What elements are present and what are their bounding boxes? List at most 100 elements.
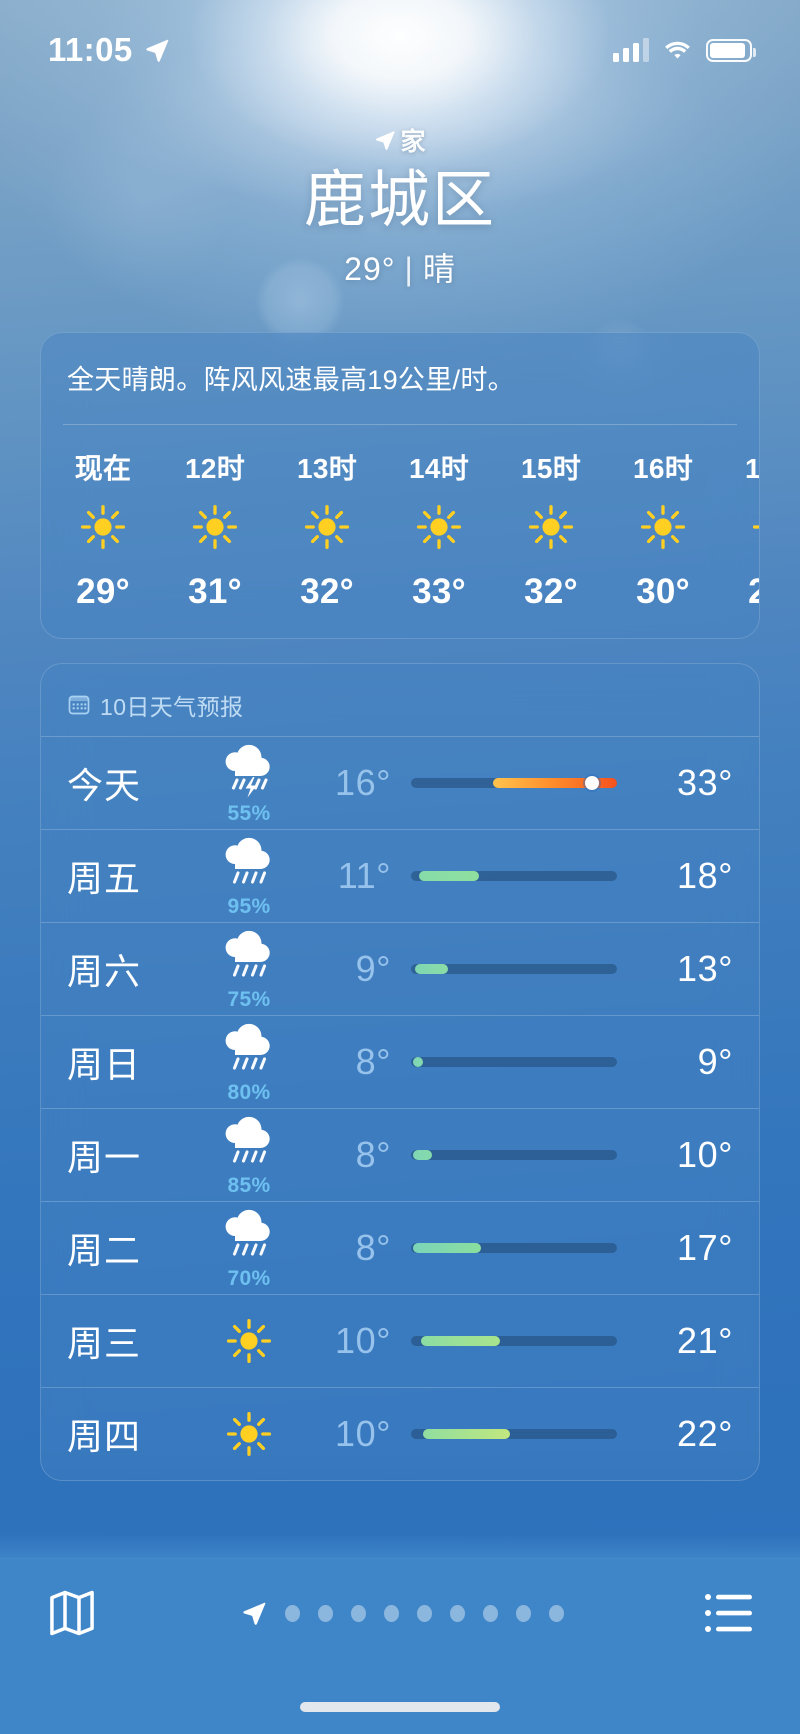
home-indicator[interactable] bbox=[300, 1702, 500, 1712]
hourly-item[interactable]: 16时 30° bbox=[607, 447, 719, 612]
temperature-range-bar bbox=[411, 1243, 617, 1254]
hourly-item[interactable]: 15时 32° bbox=[495, 447, 607, 612]
temperature-range-bar bbox=[411, 1429, 617, 1440]
temperature-range-bar bbox=[411, 871, 617, 882]
temperature-bar-track bbox=[411, 871, 617, 882]
sun-icon bbox=[192, 505, 238, 550]
daily-forecast-row[interactable]: 周二 70% 8° 17° bbox=[41, 1201, 759, 1294]
temperature-bar-track bbox=[411, 1429, 617, 1440]
map-icon[interactable] bbox=[44, 1585, 100, 1641]
rain-icon bbox=[225, 1210, 270, 1256]
bottom-tab-bar[interactable] bbox=[0, 1533, 800, 1734]
daily-condition-icon bbox=[193, 1318, 305, 1364]
temperature-range-bar bbox=[411, 776, 617, 791]
daily-forecast-title: 10日天气预报 bbox=[100, 694, 244, 721]
daily-forecast-row[interactable]: 周五 95% 11° 18° bbox=[41, 829, 759, 922]
hourly-item[interactable]: 12时 31° bbox=[159, 447, 271, 612]
wifi-icon bbox=[665, 41, 690, 59]
temperature-bar-fill bbox=[413, 1150, 432, 1161]
temperature-range-bar bbox=[411, 964, 617, 975]
list-icon[interactable] bbox=[704, 1591, 756, 1635]
daily-low-temp: 10° bbox=[335, 1320, 391, 1362]
location-arrow-icon[interactable] bbox=[241, 1600, 267, 1626]
hourly-icon bbox=[192, 504, 238, 555]
page-indicator[interactable] bbox=[241, 1600, 564, 1626]
location-arrow-icon bbox=[145, 39, 168, 62]
rain-icon bbox=[225, 1024, 270, 1070]
temperature-bar-fill bbox=[423, 1429, 510, 1440]
day-label: 周一 bbox=[67, 1137, 142, 1179]
daily-condition-icon: 95% bbox=[193, 835, 305, 917]
daily-low-temp: 8° bbox=[355, 1227, 391, 1269]
daily-low-temp: 8° bbox=[355, 1041, 391, 1083]
home-label: 家 bbox=[400, 128, 426, 156]
daily-condition-icon: 75% bbox=[193, 928, 305, 1010]
current-temperature: 29° bbox=[344, 251, 396, 288]
daily-high-temp: 13° bbox=[677, 948, 733, 990]
hourly-temp: 33° bbox=[412, 572, 466, 612]
daily-forecast-card[interactable]: 10日天气预报 今天 55% 16° 33° 周五 95% 11° 18° 周六 75% 9°… bbox=[40, 663, 760, 1482]
daily-high-temp: 9° bbox=[697, 1041, 733, 1083]
daily-high-temp: 18° bbox=[677, 855, 733, 897]
hourly-temp: 28° bbox=[748, 572, 759, 612]
sun-icon bbox=[752, 512, 759, 543]
temperature-range-bar bbox=[411, 1336, 617, 1347]
hourly-forecast-card[interactable]: 全天晴朗。阵风风速最高19公里/时。 现在 29° 12时 31° 13时 bbox=[40, 332, 760, 640]
daily-condition-icon: 85% bbox=[193, 1114, 305, 1196]
sun-icon bbox=[528, 505, 574, 550]
daily-forecast-row[interactable]: 周三 10° 21° bbox=[41, 1294, 759, 1387]
hourly-item[interactable]: 13时 32° bbox=[271, 447, 383, 612]
page-title: 鹿城区 bbox=[303, 166, 496, 235]
precipitation-probability: 70% bbox=[227, 1267, 271, 1291]
page-dot[interactable] bbox=[482, 1604, 498, 1622]
rain-icon bbox=[225, 1117, 270, 1163]
hourly-temp: 31° bbox=[188, 572, 242, 612]
page-dot[interactable] bbox=[515, 1604, 531, 1622]
hourly-item[interactable]: 17时 28° bbox=[719, 447, 759, 612]
hourly-temp: 32° bbox=[300, 572, 354, 612]
status-bar: 11:05 bbox=[0, 0, 800, 100]
page-dot[interactable] bbox=[548, 1604, 564, 1622]
hourly-forecast-list[interactable]: 现在 29° 12时 31° 13时 bbox=[41, 425, 759, 638]
tab-bar-inner bbox=[0, 1559, 800, 1641]
daily-condition-icon: 80% bbox=[193, 1021, 305, 1103]
page-dot[interactable] bbox=[449, 1604, 465, 1622]
hourly-item[interactable]: 现在 29° bbox=[47, 447, 159, 612]
page-dot[interactable] bbox=[383, 1604, 399, 1622]
daily-forecast-row[interactable]: 周一 85% 8° 10° bbox=[41, 1108, 759, 1201]
daily-forecast-row[interactable]: 周四 10° 22° bbox=[41, 1387, 759, 1480]
page-dot[interactable] bbox=[350, 1604, 366, 1622]
temperature-bar-track bbox=[411, 1057, 617, 1068]
daily-high-temp: 17° bbox=[677, 1227, 733, 1269]
daily-condition-icon: 70% bbox=[193, 1207, 305, 1289]
cellular-signal-icon bbox=[613, 38, 649, 62]
daily-forecast-row[interactable]: 周六 75% 9° 13° bbox=[41, 922, 759, 1015]
daily-high-temp: 21° bbox=[677, 1320, 733, 1362]
hourly-time: 13时 bbox=[296, 453, 358, 485]
daily-low-temp: 11° bbox=[337, 855, 391, 897]
page-dot[interactable] bbox=[416, 1604, 432, 1622]
hourly-time: 12时 bbox=[184, 453, 246, 485]
day-label: 周五 bbox=[67, 858, 142, 900]
daily-forecast-row[interactable]: 今天 55% 16° 33° bbox=[41, 736, 759, 829]
precipitation-probability: 75% bbox=[227, 988, 271, 1012]
temperature-bar-fill bbox=[419, 871, 479, 882]
hourly-icon bbox=[80, 504, 126, 555]
daily-high-temp: 10° bbox=[677, 1134, 733, 1176]
daily-low-temp: 10° bbox=[335, 1413, 391, 1455]
daily-high-temp: 22° bbox=[677, 1413, 733, 1455]
page-dot[interactable] bbox=[284, 1604, 300, 1622]
hourly-icon bbox=[752, 504, 759, 555]
hourly-icon bbox=[528, 504, 574, 555]
temperature-bar-track bbox=[411, 1336, 617, 1347]
status-bar-left: 11:05 bbox=[48, 31, 170, 69]
conditions-separator: | bbox=[404, 251, 414, 288]
daily-forecast-row[interactable]: 周日 80% 8° 9° bbox=[41, 1015, 759, 1108]
daily-forecast-list[interactable]: 今天 55% 16° 33° 周五 95% 11° 18° 周六 75% 9° 13° 周日 bbox=[41, 736, 759, 1480]
temperature-bar-fill bbox=[493, 778, 617, 789]
page-dot[interactable] bbox=[317, 1604, 333, 1622]
sun-icon bbox=[416, 505, 462, 550]
hourly-item[interactable]: 14时 33° bbox=[383, 447, 495, 612]
sun-icon bbox=[80, 505, 126, 550]
sun-icon bbox=[226, 1319, 272, 1364]
